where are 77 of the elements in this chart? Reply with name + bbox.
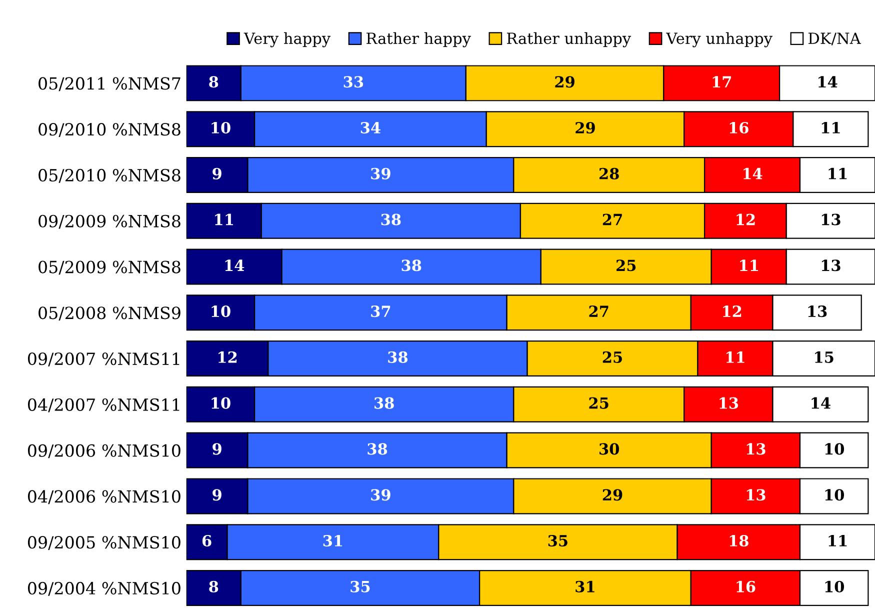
data-label: 11 [828,168,847,180]
data-label: 11 [726,351,744,363]
data-label: 13 [720,397,738,409]
data-label: 13 [822,260,840,272]
data-label: 11 [215,214,233,226]
data-label: 37 [371,306,390,318]
data-label: 34 [360,122,380,134]
y-tick-label: 09/2007 %NMS11 [28,352,180,366]
data-label: 11 [740,260,758,271]
data-label: 12 [723,306,742,317]
data-label: 27 [602,214,622,226]
data-label: 11 [822,122,840,134]
data-label: 39 [371,489,390,501]
data-label: 14 [812,397,830,409]
data-label: 10 [825,489,844,501]
legend-label: Very unhappy [666,32,772,48]
y-tick-label: 05/2010 %NMS8 [38,168,180,183]
data-label: 29 [576,122,595,134]
y-tick-label: 09/2010 %NMS8 [38,123,180,137]
data-label: 31 [576,580,594,592]
legend-label: Rather happy [366,32,471,48]
data-label: 13 [746,443,766,455]
y-tick-label: 05/2009 %NMS8 [38,260,180,275]
y-tick-label: 04/2006 %NMS10 [28,490,180,504]
data-label: 38 [402,260,422,272]
data-label: 18 [730,534,748,547]
data-label: 35 [548,534,568,547]
data-label: 31 [323,534,342,547]
legend-label: Rather unhappy [506,32,632,48]
data-label: 17 [712,76,731,88]
data-label: 25 [589,397,608,409]
data-label: 9 [212,489,222,501]
data-label: 39 [371,168,390,180]
data-label: 8 [209,580,218,592]
data-label: 25 [602,351,622,363]
y-tick-label: 09/2004 %NMS10 [28,582,180,596]
data-label: 29 [602,489,622,501]
data-label: 25 [616,260,636,272]
data-label: 14 [225,260,244,271]
data-label: 12 [218,351,237,363]
data-label: 14 [744,168,762,180]
data-label: 38 [368,443,388,455]
data-label: 38 [388,351,408,363]
data-label: 10 [212,397,230,409]
data-label: 16 [736,580,756,592]
y-tick-label: 09/2005 %NMS10 [28,536,180,550]
data-label: 10 [212,306,230,318]
data-label: 16 [730,122,748,134]
data-label: 10 [212,122,230,134]
data-label: 15 [815,351,834,363]
data-label: 9 [212,168,222,180]
data-label: 13 [822,214,840,226]
data-label: 8 [209,76,218,88]
data-label: 29 [555,76,574,88]
y-tick-label: 05/2011 %NMS7 [38,77,180,92]
data-label: 12 [736,214,755,226]
data-label: 28 [599,168,619,180]
data-label: 35 [350,580,370,592]
data-label: 10 [825,580,844,592]
data-label: 38 [374,397,394,409]
y-tick-label: 05/2008 %NMS9 [38,306,180,321]
data-label: 11 [828,534,847,546]
legend-label: DK/NA [808,32,862,46]
data-label: 13 [746,489,766,501]
y-tick-label: 04/2007 %NMS11 [28,398,180,412]
data-label: 6 [202,534,212,547]
data-label: 14 [818,76,838,88]
data-label: 30 [600,443,620,455]
y-tick-label: 09/2009 %NMS8 [38,214,180,229]
data-label: 13 [808,306,827,318]
data-label: 33 [344,76,364,88]
legend-label: Very happy [244,32,331,48]
data-label: 27 [589,306,608,317]
data-label: 10 [825,443,844,455]
y-tick-label: 09/2006 %NMS10 [28,444,180,458]
data-label: 9 [212,443,222,455]
data-label: 38 [381,214,401,226]
